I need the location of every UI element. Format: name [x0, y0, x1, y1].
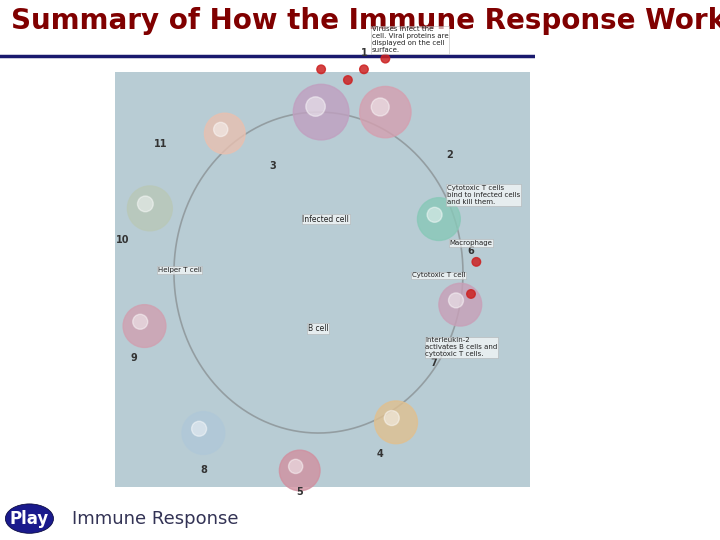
Text: 2: 2	[446, 150, 453, 160]
Circle shape	[293, 84, 349, 140]
Circle shape	[289, 460, 303, 474]
Text: 3: 3	[269, 160, 276, 171]
Text: Cytotoxic T cell: Cytotoxic T cell	[412, 272, 466, 278]
Circle shape	[182, 411, 225, 455]
Text: 11: 11	[154, 139, 167, 149]
Text: 9: 9	[130, 353, 138, 363]
Circle shape	[192, 421, 207, 436]
Circle shape	[127, 186, 172, 231]
Text: Summary of How the Immune Response Works: Summary of How the Immune Response Works	[11, 6, 720, 35]
Text: Interleukin-2
activates B cells and
cytotoxic T cells.: Interleukin-2 activates B cells and cyto…	[426, 338, 498, 357]
Ellipse shape	[5, 504, 53, 534]
Circle shape	[360, 86, 411, 138]
Text: 1: 1	[361, 48, 367, 58]
Text: 10: 10	[117, 235, 130, 246]
Circle shape	[381, 55, 390, 63]
Circle shape	[138, 196, 153, 212]
Text: Immune Response: Immune Response	[72, 510, 239, 528]
Circle shape	[343, 76, 352, 84]
Circle shape	[384, 410, 400, 426]
Circle shape	[279, 450, 320, 491]
Circle shape	[427, 207, 442, 222]
Text: Helper T cell: Helper T cell	[158, 267, 202, 273]
Circle shape	[204, 113, 245, 154]
FancyBboxPatch shape	[115, 72, 530, 487]
Text: 5: 5	[297, 487, 303, 497]
Circle shape	[418, 198, 460, 240]
Text: Play: Play	[10, 510, 49, 528]
Circle shape	[467, 289, 475, 298]
Text: Infected cell: Infected cell	[302, 214, 349, 224]
Circle shape	[132, 314, 148, 329]
Circle shape	[360, 65, 368, 73]
Text: Viruses infect the
cell. Viral proteins are
displayed on the cell
surface.: Viruses infect the cell. Viral proteins …	[372, 26, 449, 53]
Text: B cell: B cell	[307, 324, 328, 333]
Circle shape	[472, 258, 481, 266]
Circle shape	[123, 305, 166, 347]
Text: 4: 4	[377, 449, 383, 460]
Circle shape	[317, 65, 325, 73]
Circle shape	[439, 284, 482, 326]
Circle shape	[306, 97, 325, 116]
Text: 7: 7	[430, 359, 437, 368]
Text: 6: 6	[467, 246, 474, 256]
Circle shape	[214, 123, 228, 137]
Text: 8: 8	[200, 465, 207, 475]
Circle shape	[372, 98, 390, 116]
Circle shape	[449, 293, 464, 308]
Text: Macrophage: Macrophage	[449, 240, 492, 246]
Circle shape	[374, 401, 418, 444]
Text: Cytotoxic T cells
bind to infected cells
and kill them.: Cytotoxic T cells bind to infected cells…	[447, 185, 520, 205]
